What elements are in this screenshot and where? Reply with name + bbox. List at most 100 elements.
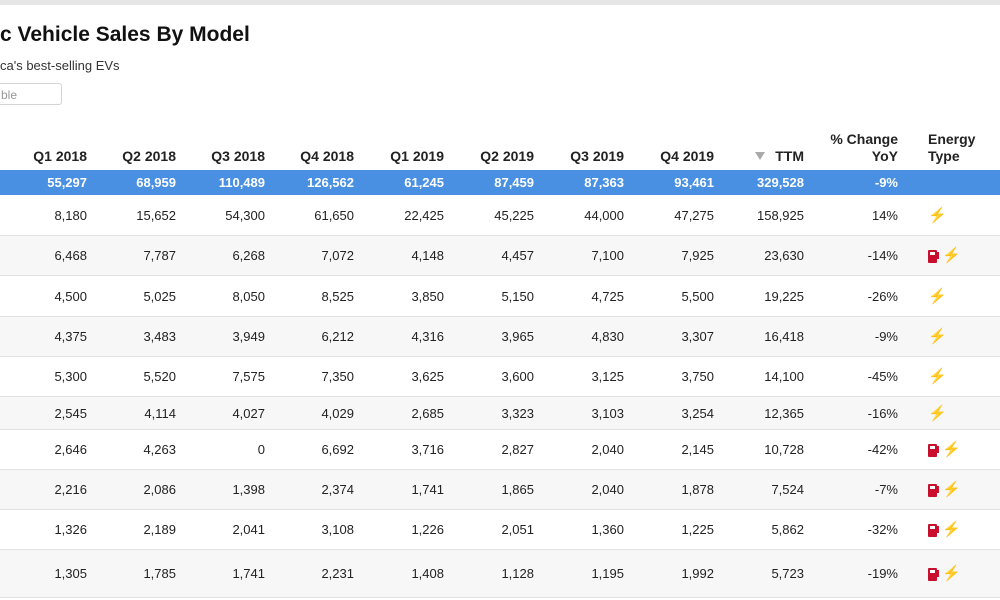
page-subtitle: ca's best-selling EVs — [0, 58, 120, 73]
table-cell: 3,254 — [681, 405, 714, 421]
table-cell: 1,305 — [54, 566, 87, 581]
table-cell: 10,728 — [764, 442, 804, 457]
table-cell: 7,072 — [321, 248, 354, 263]
column-header-q2-2018[interactable]: Q2 2018 — [122, 148, 176, 165]
table-cell: 7,350 — [321, 369, 354, 384]
energy-header-line1: Energy — [928, 131, 976, 147]
table-cell: 4,148 — [411, 248, 444, 263]
table-cell: 2,051 — [501, 522, 534, 537]
table-cell: 2,646 — [54, 442, 87, 457]
table-cell: 5,500 — [681, 288, 714, 304]
table-cell: 5,300 — [54, 369, 87, 384]
table-cell: 54,300 — [225, 208, 265, 223]
change-cell: -19% — [867, 566, 898, 581]
table-cell: 3,483 — [143, 329, 176, 344]
energy-type-cell: ⚡ — [928, 470, 961, 509]
table-row[interactable]: 2,216 2,086 1,398 2,374 1,741 1,865 2,040 1,878… — [0, 470, 1000, 510]
table-cell: 1,878 — [681, 482, 714, 497]
table-cell: 15,652 — [136, 208, 176, 223]
table-cell: 3,103 — [591, 405, 624, 421]
change-cell: -9% — [874, 329, 898, 344]
table-row[interactable]: 8,180 15,652 54,300 61,650 22,425 45,225 44,00… — [0, 196, 1000, 236]
table-cell: 61,245 — [404, 175, 444, 190]
table-row[interactable]: 4,500 5,025 8,050 8,525 3,850 5,150 4,725 5,500… — [0, 276, 1000, 317]
table-cell: 7,787 — [143, 248, 176, 263]
table-cell: 93,461 — [674, 175, 714, 190]
search-input[interactable]: ble — [0, 83, 62, 105]
table-cell: 6,212 — [321, 329, 354, 344]
lightning-bolt-icon: ⚡ — [942, 441, 961, 458]
table-cell: 8,525 — [321, 288, 354, 304]
table-cell: 4,263 — [143, 442, 176, 457]
table-cell: 2,040 — [591, 482, 624, 497]
table-row[interactable]: 4,375 3,483 3,949 6,212 4,316 3,965 4,830 3,307… — [0, 317, 1000, 357]
table-cell: 110,489 — [218, 175, 265, 190]
column-header-label: Q3 2018 — [211, 148, 265, 164]
column-header-change-yoy[interactable]: % Change YoY — [830, 131, 898, 165]
column-header-ttm[interactable]: TTM — [755, 148, 804, 165]
table-cell: 4,375 — [54, 329, 87, 344]
column-header-q1-2018[interactable]: Q1 2018 — [33, 148, 87, 165]
table-cell: 1,741 — [232, 566, 265, 581]
column-header-label: Q1 2019 — [390, 148, 444, 164]
lightning-bolt-icon: ⚡ — [928, 287, 947, 305]
change-cell: -26% — [867, 288, 898, 304]
table-row[interactable]: 2,545 4,114 4,027 4,029 2,685 3,323 3,103 3,254… — [0, 397, 1000, 430]
table-cell: 1,225 — [681, 522, 714, 537]
table-cell: 8,050 — [232, 288, 265, 304]
table-row[interactable]: 5,300 5,520 7,575 7,350 3,625 3,600 3,125 3,750… — [0, 357, 1000, 397]
table-cell: 158,925 — [757, 208, 804, 223]
column-header-q3-2018[interactable]: Q3 2018 — [211, 148, 265, 165]
table-cell: 2,231 — [321, 566, 354, 581]
column-header-q3-2019[interactable]: Q3 2019 — [570, 148, 624, 165]
table-cell: 44,000 — [584, 208, 624, 223]
table-row[interactable]: 1,305 1,785 1,741 2,231 1,408 1,128 1,195 1,992… — [0, 550, 1000, 598]
table-cell: 1,741 — [411, 482, 444, 497]
energy-type-cell: ⚡ — [928, 550, 961, 597]
column-header-q4-2018[interactable]: Q4 2018 — [300, 148, 354, 165]
table-row[interactable]: 6,468 7,787 6,268 7,072 4,148 4,457 7,100 7,925… — [0, 236, 1000, 276]
table-cell: 87,459 — [494, 175, 534, 190]
table-cell: 6,268 — [232, 248, 265, 263]
column-header-q4-2019[interactable]: Q4 2019 — [660, 148, 714, 165]
change-cell: -14% — [867, 248, 898, 263]
table-cell: 1,408 — [411, 566, 444, 581]
table-cell: 1,226 — [411, 522, 444, 537]
column-header-q2-2019[interactable]: Q2 2019 — [480, 148, 534, 165]
table-cell: 5,520 — [143, 369, 176, 384]
table-cell: 12,365 — [764, 405, 804, 421]
table-cell: 0 — [257, 442, 265, 457]
table-cell: 14,100 — [764, 369, 804, 384]
change-cell: -9% — [874, 175, 898, 190]
table-cell: 2,827 — [501, 442, 534, 457]
table-cell: 8,180 — [54, 208, 87, 223]
lightning-bolt-icon: ⚡ — [942, 565, 961, 582]
table-cell: 1,195 — [591, 566, 624, 581]
table-cell: 87,363 — [584, 175, 624, 190]
table-cell: 5,150 — [501, 288, 534, 304]
table-row[interactable]: 2,646 4,263 0 6,692 3,716 2,827 2,040 2,145 10,7… — [0, 430, 1000, 470]
fuel-pump-icon — [928, 442, 940, 457]
table-cell: 2,145 — [681, 442, 714, 457]
table-cell: 2,086 — [143, 482, 176, 497]
table-cell: 2,545 — [54, 405, 87, 421]
table-cell: 5,025 — [143, 288, 176, 304]
energy-type-cell: ⚡ — [928, 397, 947, 429]
table-cell: 1,865 — [501, 482, 534, 497]
total-row[interactable]: 55,297 68,959 110,489 126,562 61,245 87,459 87… — [0, 170, 1000, 195]
table-cell: 2,685 — [411, 405, 444, 421]
table-cell: 2,041 — [232, 522, 265, 537]
sort-down-icon[interactable] — [755, 152, 766, 160]
column-header-q1-2019[interactable]: Q1 2019 — [390, 148, 444, 165]
table-cell: 4,114 — [144, 405, 176, 421]
column-header-label: Q2 2018 — [122, 148, 176, 164]
table-cell: 61,650 — [314, 208, 354, 223]
table-cell: 45,225 — [494, 208, 534, 223]
table-cell: 3,307 — [681, 329, 714, 344]
table-cell: 6,468 — [54, 248, 87, 263]
table-row[interactable]: 1,326 2,189 2,041 3,108 1,226 2,051 1,360 1,225… — [0, 510, 1000, 550]
change-cell: -16% — [867, 405, 898, 421]
lightning-bolt-icon: ⚡ — [942, 247, 961, 264]
column-header-energy-type[interactable]: Energy Type — [928, 131, 975, 165]
lightning-bolt-icon: ⚡ — [928, 328, 947, 345]
